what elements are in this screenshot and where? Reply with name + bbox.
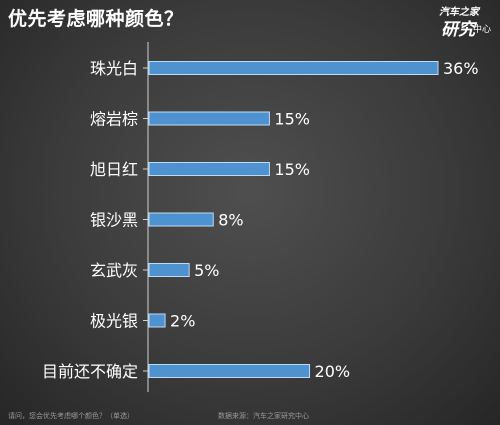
data-label: 2% [170, 312, 195, 331]
data-label: 36% [443, 59, 479, 78]
chart-title: 优先考虑哪种颜色？ [8, 8, 184, 30]
category-label: 极光银 [90, 312, 138, 331]
footer-source: 数据来源：汽车之家研究中心 [218, 412, 309, 420]
category-label: 目前还不确定 [42, 362, 138, 381]
logo-line-2: 研究 [441, 20, 475, 40]
logo-line-3: 中心 [473, 25, 492, 35]
data-label: 20% [315, 362, 351, 381]
category-label: 银沙黑 [90, 211, 138, 230]
data-label: 15% [274, 110, 310, 129]
data-label: 5% [194, 261, 219, 280]
research-center-logo: 汽车之家 研究 中心 [437, 3, 495, 40]
bar [148, 111, 270, 126]
bar [148, 162, 270, 176]
bar [148, 364, 311, 378]
bar [148, 61, 439, 75]
data-label: 15% [274, 160, 310, 179]
category-label: 玄武灰 [90, 261, 138, 280]
category-label: 熔岩棕 [90, 110, 138, 129]
logo-line-1: 汽车之家 [439, 7, 479, 18]
bar [148, 263, 190, 277]
footer-question: 请问，您会优先考虑哪个颜色？（单选） [8, 412, 134, 420]
category-label: 旭日红 [90, 160, 138, 179]
bar [148, 212, 214, 227]
data-label: 8% [218, 211, 243, 230]
category-label: 珠光白 [90, 59, 138, 78]
bar [148, 313, 166, 328]
